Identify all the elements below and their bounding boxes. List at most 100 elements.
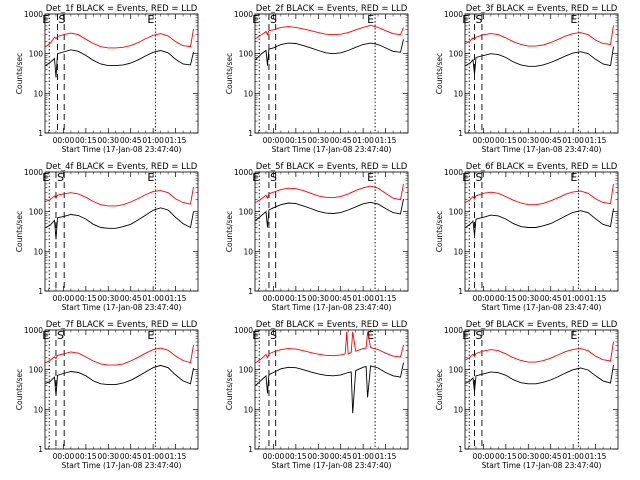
y-tick-label: 1000 (234, 326, 253, 335)
x-tick-label: 00:15 (75, 294, 97, 303)
x-tick-label: 00:15 (285, 294, 307, 303)
lld-series-line (45, 186, 194, 207)
marker-label-e: E (462, 329, 469, 342)
lld-series-line (465, 341, 614, 363)
events-series-line (465, 46, 614, 75)
x-tick-label: 00:00 (473, 136, 495, 145)
panel-2: Det_2f BLACK = Events, RED = LLD 1 10 100 10… (225, 4, 409, 154)
x-tick-label: 00:00 (263, 452, 285, 461)
y-tick-label: 100 (239, 208, 254, 217)
y-tick-label: 10 (33, 247, 43, 256)
panel-title: Det_2f BLACK = Events, RED = LLD (256, 4, 408, 14)
y-tick-label: 100 (29, 366, 44, 375)
lld-series-line (45, 344, 194, 366)
y-tick-label: 10 (243, 247, 253, 256)
panel-3: Det_3f BLACK = Events, RED = LLD 1 10 100 10… (435, 4, 619, 154)
marker-label-e-end: E (570, 171, 577, 184)
marker-label-s: S (475, 329, 482, 342)
lld-series-line (255, 183, 404, 203)
x-tick-label: 00:30 (517, 452, 539, 461)
y-axis-label: Counts/sec (435, 369, 444, 410)
y-tick-label: 1 (248, 445, 253, 454)
x-tick-label: 01:00 (562, 452, 584, 461)
x-tick-label: 00:00 (53, 294, 75, 303)
y-tick-label: 100 (449, 208, 464, 217)
y-tick-label: 1000 (234, 10, 253, 19)
x-tick-label: 01:15 (585, 294, 607, 303)
x-tick-label: 01:00 (142, 136, 164, 145)
x-tick-label: 01:00 (352, 452, 374, 461)
y-tick-label: 100 (449, 50, 464, 59)
plot-frame (254, 329, 409, 450)
x-tick-label: 00:15 (495, 452, 517, 461)
y-tick-label: 100 (239, 50, 254, 59)
panel-title: Det_1f BLACK = Events, RED = LLD (46, 4, 198, 14)
marker-label-e-end: E (147, 171, 154, 184)
x-tick-label: 00:45 (330, 452, 352, 461)
x-tick-label: 01:15 (585, 136, 607, 145)
plot-frame (254, 171, 409, 292)
y-tick-label: 1 (38, 445, 43, 454)
marker-label-s: S (475, 13, 482, 26)
x-tick-label: 00:30 (517, 136, 539, 145)
x-tick-label: 01:15 (375, 452, 397, 461)
y-tick-label: 10 (453, 247, 463, 256)
x-tick-label: 00:30 (97, 136, 119, 145)
marker-label-s: S (270, 13, 277, 26)
lld-series-line (45, 28, 194, 49)
x-tick-label: 00:45 (330, 136, 352, 145)
y-tick-label: 1 (38, 287, 43, 296)
x-axis-label: Start Time (17-Jan-08 23:47:40) (272, 303, 392, 312)
plot-frame (464, 329, 619, 450)
marker-label-e-end: E (367, 171, 374, 184)
panel-6: Det_6f BLACK = Events, RED = LLD 1 10 100 10… (435, 162, 619, 312)
x-axis-label: Start Time (17-Jan-08 23:47:40) (482, 461, 602, 470)
x-tick-label: 01:15 (585, 452, 607, 461)
x-tick-label: 01:15 (165, 136, 187, 145)
y-axis-label: Counts/sec (435, 53, 444, 94)
events-series-line (45, 207, 194, 240)
y-tick-label: 1000 (24, 326, 43, 335)
marker-label-s: S (270, 171, 277, 184)
events-series-line (255, 198, 404, 228)
marker-label-e-end: E (147, 13, 154, 26)
events-series-line (465, 365, 614, 392)
marker-label-e-end: E (147, 329, 154, 342)
marker-label-s: S (57, 329, 64, 342)
x-axis-label: Start Time (17-Jan-08 23:47:40) (482, 145, 602, 154)
x-tick-label: 01:00 (562, 136, 584, 145)
x-tick-label: 00:30 (97, 294, 119, 303)
y-tick-label: 100 (29, 208, 44, 217)
plot-frame (44, 329, 199, 450)
panel-title: Det_8f BLACK = Events, RED = LLD (256, 320, 408, 330)
panel-1: Det_1f BLACK = Events, RED = LLD 1 10 100 10… (15, 4, 199, 154)
panel-title: Det_3f BLACK = Events, RED = LLD (466, 4, 618, 14)
y-tick-label: 1000 (444, 168, 463, 177)
marker-label-e: E (42, 171, 49, 184)
panel-4: Det_4f BLACK = Events, RED = LLD 1 10 100 10… (15, 162, 199, 312)
plot-frame (44, 13, 199, 134)
y-tick-label: 10 (243, 89, 253, 98)
marker-label-e: E (42, 329, 49, 342)
x-tick-label: 00:15 (75, 452, 97, 461)
x-axis-label: Start Time (17-Jan-08 23:47:40) (272, 145, 392, 154)
x-tick-label: 00:45 (540, 136, 562, 145)
x-tick-label: 00:45 (540, 294, 562, 303)
panel-title: Det_6f BLACK = Events, RED = LLD (466, 162, 618, 172)
y-tick-label: 1 (248, 287, 253, 296)
y-tick-label: 100 (449, 366, 464, 375)
x-tick-label: 01:15 (165, 452, 187, 461)
marker-label-e: E (252, 13, 259, 26)
x-tick-label: 00:30 (307, 452, 329, 461)
x-tick-label: 00:45 (120, 294, 142, 303)
y-tick-label: 1 (248, 129, 253, 138)
y-axis-label: Counts/sec (15, 53, 24, 94)
y-axis-label: Counts/sec (225, 211, 234, 252)
marker-label-e: E (462, 13, 469, 26)
panel-title: Det_7f BLACK = Events, RED = LLD (46, 320, 198, 330)
x-tick-label: 00:00 (263, 136, 285, 145)
x-tick-label: 00:30 (307, 294, 329, 303)
plot-frame (464, 13, 619, 134)
plot-frame (44, 171, 199, 292)
marker-label-e-end: E (367, 13, 374, 26)
